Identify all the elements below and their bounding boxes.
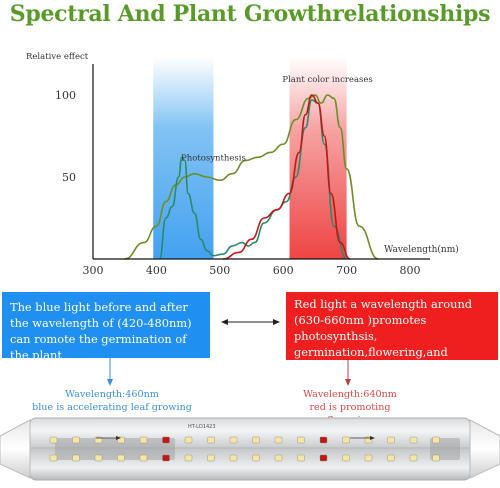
led-tube-light-image: HT-LD1423 xyxy=(0,417,500,481)
white-led-chip xyxy=(139,436,148,444)
white-led-chip xyxy=(432,436,440,444)
annotation-label-1: Plant color increases xyxy=(282,75,372,85)
y-tick-label: 100 xyxy=(55,89,76,102)
red-down-arrow-icon xyxy=(345,360,351,386)
red-wavelength-value: Wavelength:640nm xyxy=(303,389,397,400)
red-led-chip xyxy=(319,454,328,462)
page-title: Spectral And Plant Growthrelationships xyxy=(9,1,491,27)
white-led-chip xyxy=(274,454,283,462)
x-tick-label: 500 xyxy=(209,264,230,277)
white-led-chip xyxy=(252,436,260,444)
white-led-chip xyxy=(49,436,58,444)
blue-effect-text: blue is accelerating leaf growing xyxy=(32,402,192,413)
white-led-chip xyxy=(72,454,80,462)
fixture-label: HT-LD1423 xyxy=(188,424,216,430)
white-led-chip xyxy=(409,454,418,462)
x-tick-label: 300 xyxy=(83,264,104,277)
red-band xyxy=(289,56,347,259)
left-end-cap xyxy=(0,419,31,479)
white-led-chip xyxy=(387,454,395,462)
blue-wavelength-caption: Wavelength:460nm blue is accelerating le… xyxy=(2,388,222,414)
blue-wavelength-value: Wavelength:460nm xyxy=(65,389,159,400)
right-end-cap xyxy=(469,419,500,479)
series-line-2 xyxy=(222,94,351,260)
white-led-chip xyxy=(297,436,305,444)
white-led-chip xyxy=(297,454,305,462)
white-led-chip xyxy=(184,454,193,462)
tube-body xyxy=(30,418,470,480)
x-tick-label: 400 xyxy=(146,264,167,277)
annotation-label-0: Photosynthesis xyxy=(181,154,246,164)
white-led-chip xyxy=(229,454,238,462)
y-axis-label: Relative effect xyxy=(26,52,89,62)
white-led-chip xyxy=(387,436,395,444)
white-led-chip xyxy=(342,454,350,462)
spectrum-chart: 300 400 500 600 700 800 50 100 Relative effect Wa… xyxy=(26,52,459,277)
blue-down-arrow-icon xyxy=(107,358,113,386)
x-tick-label: 600 xyxy=(273,264,294,277)
white-led-chip xyxy=(274,436,283,444)
series-line-1 xyxy=(158,99,348,260)
arrow-icon xyxy=(96,436,375,440)
white-led-chip xyxy=(432,454,440,462)
x-tick-label: 700 xyxy=(336,264,357,277)
x-axis-label: Wavelength(nm) xyxy=(384,244,459,255)
white-led-chip xyxy=(207,436,215,444)
y-tick-label: 50 xyxy=(62,171,76,184)
white-led-chip xyxy=(409,436,418,444)
connector-arrows xyxy=(107,319,351,386)
white-led-chip xyxy=(139,454,148,462)
white-led-chip xyxy=(184,436,193,444)
white-led-chip xyxy=(49,454,58,462)
white-led-chip xyxy=(72,436,80,444)
white-led-chip xyxy=(207,454,215,462)
blue-light-info-box: The blue light before and after the wave… xyxy=(2,292,210,362)
red-led-chip xyxy=(319,436,328,444)
red-light-info-box: Red light a wavelength around (630-660nm… xyxy=(286,292,498,375)
red-led-chip xyxy=(162,454,170,462)
white-led-chip xyxy=(94,454,103,462)
series-line-0 xyxy=(124,94,379,260)
white-led-chip xyxy=(364,454,373,462)
white-led-chip xyxy=(117,454,125,462)
double-arrow-icon xyxy=(221,319,280,325)
x-tick-label: 800 xyxy=(400,264,421,277)
white-led-chip xyxy=(342,436,350,444)
white-led-chip xyxy=(229,436,238,444)
white-led-chip xyxy=(94,436,103,444)
white-led-chip xyxy=(252,454,260,462)
red-led-chip xyxy=(162,436,170,444)
